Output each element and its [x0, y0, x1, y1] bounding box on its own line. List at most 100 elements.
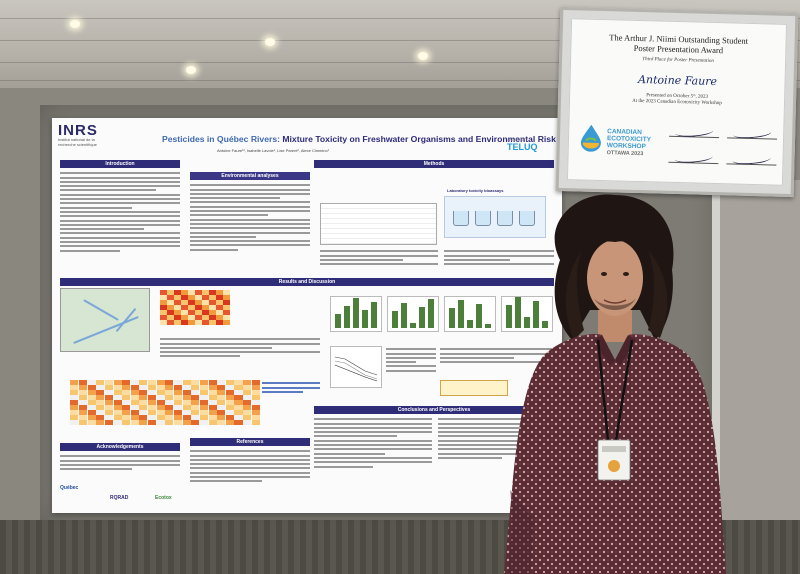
heatmap-cell	[199, 395, 208, 400]
ceiling-light	[265, 38, 275, 46]
poster-authors: Antoine Faure¹², Isabelle Lavoie¹, Lise …	[217, 148, 330, 153]
sponsor-logo: RQRAD	[110, 495, 129, 501]
mini-bar-chart	[330, 296, 382, 332]
heatmap-cell	[217, 390, 226, 395]
heatmap-cell	[182, 395, 191, 400]
sponsor-logo: Ecotox	[155, 495, 172, 501]
heatmap-cell	[78, 400, 87, 405]
risk-heatmap	[70, 380, 260, 428]
heatmap-row	[160, 305, 230, 310]
heatmap-cell	[96, 395, 105, 400]
heatmap-cell	[191, 390, 200, 395]
heatmap-row	[160, 290, 230, 295]
beaker-icon	[453, 211, 469, 226]
heatmap-cell	[191, 380, 200, 385]
heatmap-cell	[234, 415, 243, 420]
heatmap-cell	[195, 295, 202, 300]
heatmap-row	[70, 400, 260, 405]
heatmap-cell	[148, 380, 157, 385]
heatmap-cell	[104, 385, 113, 390]
heatmap-cell	[202, 315, 209, 320]
heatmap-cell	[199, 410, 208, 415]
heatmap-cell	[122, 390, 131, 395]
sponsor-logos: Québec RQRAD Ecotox	[60, 483, 200, 509]
plot-caption-text	[386, 346, 436, 394]
heatmap-cell	[225, 390, 234, 395]
inrs-logo: INRS Institut national de la recherche s…	[58, 122, 98, 147]
heatmap-cell	[191, 420, 200, 425]
heatmap-cell	[217, 395, 226, 400]
heatmap-cell	[208, 410, 217, 415]
heatmap-cell	[174, 305, 181, 310]
heatmap-cell	[182, 410, 191, 415]
dose-response-lines	[334, 356, 378, 382]
heatmap-cell	[87, 395, 96, 400]
presenter	[504, 194, 726, 574]
environmental-analyses-text	[190, 182, 310, 272]
heatmap-cell	[251, 400, 260, 405]
heatmap-cell	[113, 400, 122, 405]
heatmap-cell	[122, 415, 131, 420]
heatmap-cell	[160, 290, 167, 295]
heatmap-cell	[130, 380, 139, 385]
heatmap-cell	[208, 405, 217, 410]
heatmap-cell	[234, 385, 243, 390]
heatmap-cell	[70, 385, 79, 390]
heatmap-cell	[174, 310, 181, 315]
acknowledgements-text	[60, 453, 180, 481]
signature	[727, 127, 778, 140]
heatmap-cell	[243, 385, 252, 390]
heatmap-cell	[182, 390, 191, 395]
heatmap-cell	[188, 310, 195, 315]
heatmap-row	[160, 295, 230, 300]
heatmap-row	[70, 420, 260, 425]
heatmap-cell	[188, 300, 195, 305]
heatmap-row	[160, 300, 230, 305]
heatmap-cell	[208, 390, 217, 395]
heatmap-cell	[96, 415, 105, 420]
heatmap-cell	[173, 390, 183, 395]
heatmap-cell	[182, 400, 191, 405]
mini-bar-chart	[501, 296, 553, 332]
heatmap-cell	[195, 310, 202, 315]
heatmap-cell	[113, 420, 122, 425]
heatmap-cell	[130, 415, 139, 420]
heatmap-cell	[195, 320, 202, 325]
section-header-introduction: Introduction	[60, 160, 180, 168]
heatmap-cell	[191, 405, 200, 410]
heatmap-cell	[216, 320, 223, 325]
heatmap-cell	[223, 295, 230, 300]
heatmap-cell	[223, 305, 230, 310]
award-place: Third Place for Poster Presentation	[642, 57, 714, 64]
heatmap-cell	[87, 380, 96, 385]
conclusions-text-left	[314, 416, 432, 508]
heatmap-cell	[234, 390, 243, 395]
heatmap-cell	[208, 385, 217, 390]
heatmap-cell	[251, 420, 260, 425]
heatmap-cell	[182, 380, 191, 385]
heatmap-cell	[174, 320, 181, 325]
heatmap-cell	[251, 405, 260, 410]
heatmap-cell	[173, 395, 183, 400]
heatmap-cell	[191, 415, 200, 420]
heatmap-cell	[208, 415, 217, 420]
heatmap-cell	[173, 410, 183, 415]
heatmap-cell	[96, 385, 105, 390]
heatmap-cell	[130, 405, 139, 410]
heatmap-cell	[165, 410, 174, 415]
heatmap-cell	[251, 415, 260, 420]
heatmap-cell	[165, 385, 174, 390]
heatmap-cell	[209, 315, 216, 320]
heatmap-cell	[148, 395, 157, 400]
heatmap-cell	[209, 300, 216, 305]
heatmap-cell	[96, 410, 105, 415]
heatmap-cell	[139, 400, 148, 405]
heatmap-cell	[225, 385, 234, 390]
heatmap-cell	[225, 380, 234, 385]
mini-bar	[392, 311, 398, 328]
beaker-icon	[475, 211, 491, 226]
heatmap-cell	[87, 405, 96, 410]
section-header-conclusions: Conclusions and Perspectives	[314, 406, 554, 414]
heatmap-cell	[243, 405, 252, 410]
heatmap-cell	[202, 295, 209, 300]
